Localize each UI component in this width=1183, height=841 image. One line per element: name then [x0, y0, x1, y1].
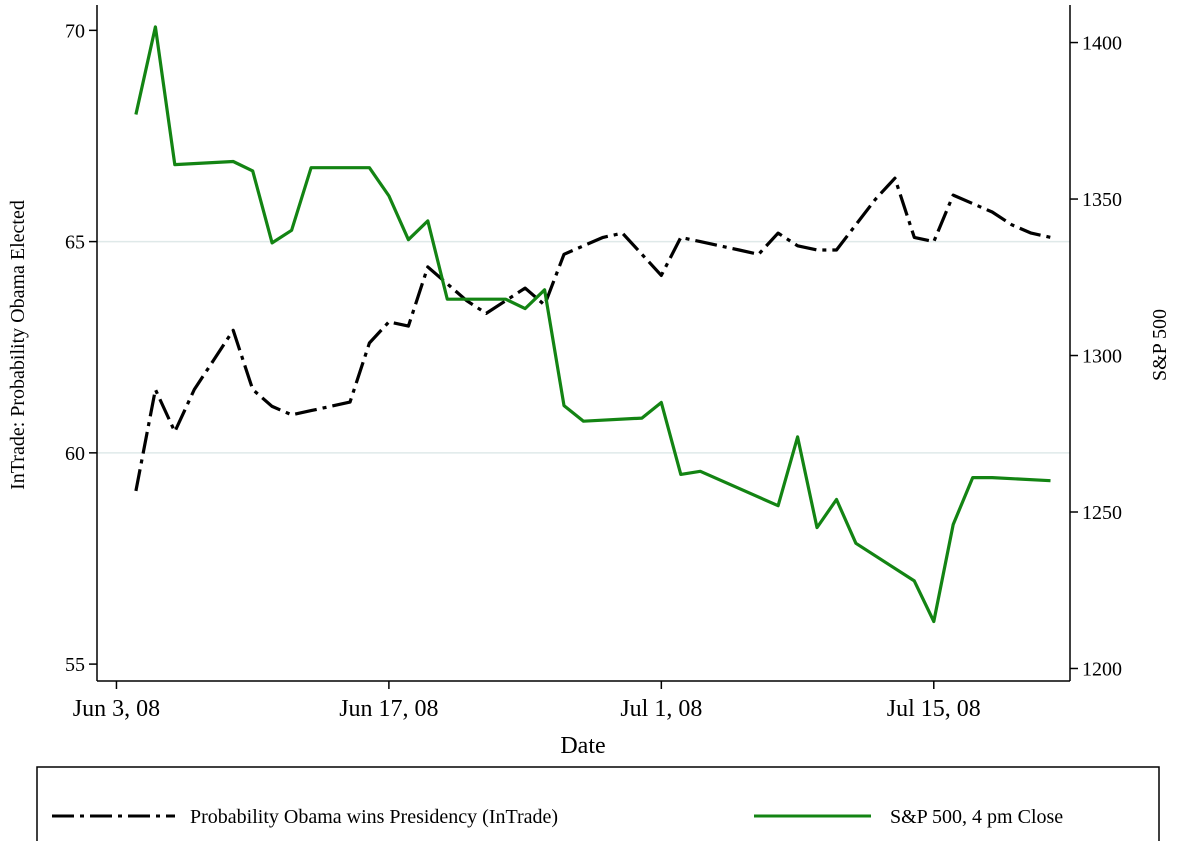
right-y-axis-title: S&P 500 [1149, 309, 1171, 381]
series-line-0 [134, 176, 1051, 492]
right-y-tick-label: 1300 [1082, 346, 1122, 368]
right-y-tick-label: 1200 [1082, 658, 1122, 680]
right-y-tick-label: 1400 [1082, 33, 1122, 55]
left-y-tick-label: 65 [65, 232, 85, 254]
legend-label-intrade: Probability Obama wins Presidency (InTra… [190, 806, 558, 828]
right-y-tick-label: 1350 [1082, 189, 1122, 211]
left-y-tick-label: 60 [65, 443, 85, 465]
series-line-1 [134, 25, 1051, 624]
x-tick-label: Jul 1, 08 [620, 696, 702, 722]
right-y-ticks: 1200 1250 1300 1350 1400 [1070, 33, 1122, 680]
x-tick-label: Jul 15, 08 [887, 696, 981, 722]
series-lines [134, 25, 1051, 624]
left-y-ticks: 55 60 65 70 [65, 20, 97, 676]
x-ticks: Jun 3, 08 Jun 17, 08 Jul 1, 08 Jul 15, 08 [73, 681, 981, 722]
right-y-tick-label: 1250 [1082, 502, 1122, 524]
legend-label-sp500: S&P 500, 4 pm Close [890, 806, 1063, 828]
legend: Probability Obama wins Presidency (InTra… [36, 766, 1160, 841]
left-y-tick-label: 70 [65, 20, 85, 42]
gridlines [97, 240, 1070, 454]
x-axis-title: Date [560, 733, 605, 759]
x-tick-label: Jun 3, 08 [73, 696, 160, 722]
x-tick-label: Jun 17, 08 [339, 696, 438, 722]
legend-box [36, 766, 1160, 841]
left-y-tick-label: 55 [65, 654, 85, 676]
left-y-axis-title: InTrade: Probability Obama Elected [7, 200, 29, 490]
